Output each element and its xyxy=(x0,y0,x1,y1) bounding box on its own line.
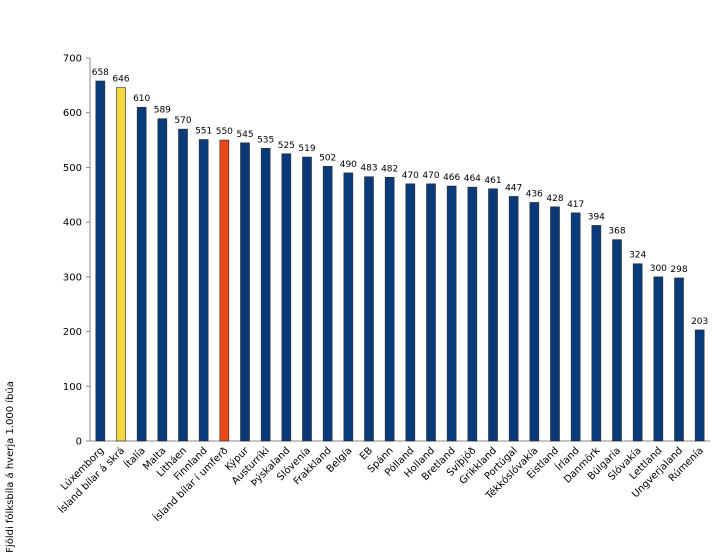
y-tick-label: 0 xyxy=(76,437,82,448)
data-label: 447 xyxy=(505,183,522,193)
y-tick-label: 300 xyxy=(63,272,82,283)
data-label: 428 xyxy=(546,194,563,204)
data-label: 461 xyxy=(484,176,501,186)
data-label: 470 xyxy=(402,171,419,181)
bars xyxy=(95,80,705,442)
data-label: 519 xyxy=(298,144,315,154)
bar xyxy=(136,106,147,442)
data-label: 483 xyxy=(360,164,377,174)
data-label: 658 xyxy=(92,68,109,78)
bar xyxy=(570,212,581,442)
bar xyxy=(219,139,230,442)
bar xyxy=(260,147,271,442)
data-label: 324 xyxy=(629,251,646,261)
data-label: 502 xyxy=(319,153,336,163)
bar xyxy=(653,276,664,442)
bar xyxy=(632,263,643,442)
bar xyxy=(446,185,457,442)
data-label: 470 xyxy=(422,171,439,181)
data-label: 298 xyxy=(670,265,687,275)
bar xyxy=(116,87,126,442)
data-label: 545 xyxy=(236,130,253,140)
data-label: 610 xyxy=(133,94,150,104)
bar xyxy=(405,183,416,442)
axes: 0 100 200 300 400 500 600 700 xyxy=(63,54,710,448)
bar xyxy=(488,188,498,442)
bar xyxy=(467,186,478,442)
data-label: 464 xyxy=(464,174,481,184)
y-tick-label: 500 xyxy=(63,163,82,174)
bar xyxy=(529,202,540,442)
bar xyxy=(281,153,292,442)
data-label: 589 xyxy=(154,106,171,116)
data-label: 570 xyxy=(174,116,191,126)
bar xyxy=(612,239,622,442)
data-label: 466 xyxy=(443,173,460,183)
bar xyxy=(343,172,354,442)
data-label: 394 xyxy=(588,212,605,222)
data-label: 300 xyxy=(650,264,667,274)
bar xyxy=(95,80,106,442)
data-label: 535 xyxy=(257,135,274,145)
data-label: 525 xyxy=(278,141,295,151)
bar xyxy=(240,142,250,442)
y-tick-label: 600 xyxy=(63,108,82,119)
data-label: 551 xyxy=(195,127,212,137)
data-label: 490 xyxy=(340,160,357,170)
bar xyxy=(550,206,560,442)
y-tick-label: 700 xyxy=(63,54,82,65)
data-label: 203 xyxy=(691,317,708,327)
data-label: 368 xyxy=(608,227,625,237)
bar xyxy=(591,225,602,442)
bar xyxy=(157,118,168,442)
data-label: 482 xyxy=(381,164,398,174)
bar xyxy=(694,329,705,442)
bar xyxy=(508,196,519,442)
bar xyxy=(302,156,312,442)
data-label: 436 xyxy=(526,189,543,199)
data-label: 417 xyxy=(567,200,584,210)
y-tick-label: 100 xyxy=(63,382,82,393)
bar xyxy=(178,128,188,442)
y-tick-label: 400 xyxy=(63,218,82,229)
bar xyxy=(426,183,436,442)
bar xyxy=(322,166,333,442)
data-label: 550 xyxy=(216,127,233,137)
bar xyxy=(674,277,684,442)
bar xyxy=(384,176,395,442)
bar xyxy=(198,139,209,442)
y-tick-label: 200 xyxy=(63,327,82,338)
y-axis-label: Fjöldi fólksbíla á hverja 1.000 íbúa xyxy=(4,381,16,553)
bar xyxy=(364,176,374,442)
data-label: 646 xyxy=(112,75,129,85)
